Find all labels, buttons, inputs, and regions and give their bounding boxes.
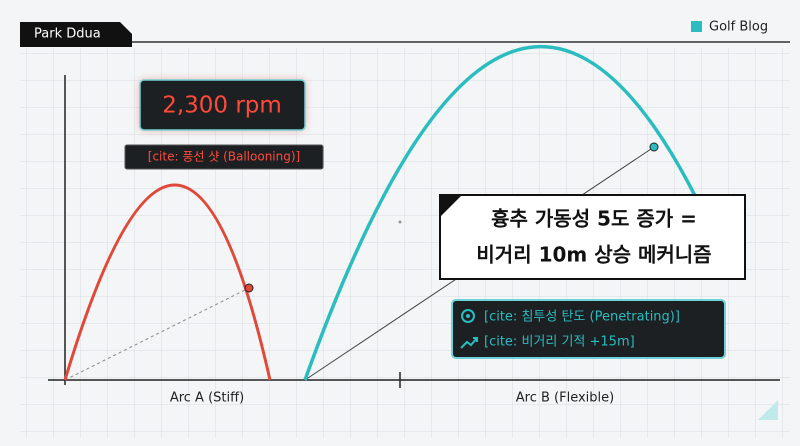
arc-b-point bbox=[649, 142, 659, 152]
arc-label: Arc B (Flexible) bbox=[516, 391, 614, 406]
arc-a bbox=[63, 183, 272, 381]
headline-box bbox=[439, 194, 746, 280]
metric-box bbox=[139, 79, 306, 131]
cite-b: [cite: 침투성 탄도 (Penetrating)] bbox=[484, 310, 680, 325]
headline-line: 흉추 가동성 5도 증가 = bbox=[491, 207, 697, 231]
arc-a-chord bbox=[64, 287, 250, 381]
cite-box-b bbox=[451, 299, 726, 359]
author: Park Ddua bbox=[34, 27, 101, 42]
brand: Golf Blog bbox=[709, 20, 768, 35]
cite-box-a bbox=[124, 144, 324, 170]
corner-deco bbox=[758, 400, 778, 420]
target-icon-dot bbox=[466, 314, 470, 318]
metric: 2,300 rpm bbox=[162, 93, 282, 119]
cite-b: [cite: 비거리 기적 +15m] bbox=[484, 335, 635, 350]
headline-line: 비거리 10m 상승 메커니즘 bbox=[476, 243, 711, 267]
center-dot bbox=[398, 220, 402, 224]
author-tab bbox=[20, 22, 132, 47]
cite-a: [cite: 풍선 샷 (Ballooning)] bbox=[148, 150, 300, 164]
brand-icon bbox=[691, 21, 702, 32]
arc-label: Arc A (Stiff) bbox=[170, 391, 244, 406]
arc-b bbox=[303, 44, 727, 381]
target-icon bbox=[461, 309, 475, 323]
arc-a-point bbox=[244, 283, 254, 293]
trend-icon bbox=[460, 337, 478, 349]
headline-corner bbox=[440, 195, 462, 217]
